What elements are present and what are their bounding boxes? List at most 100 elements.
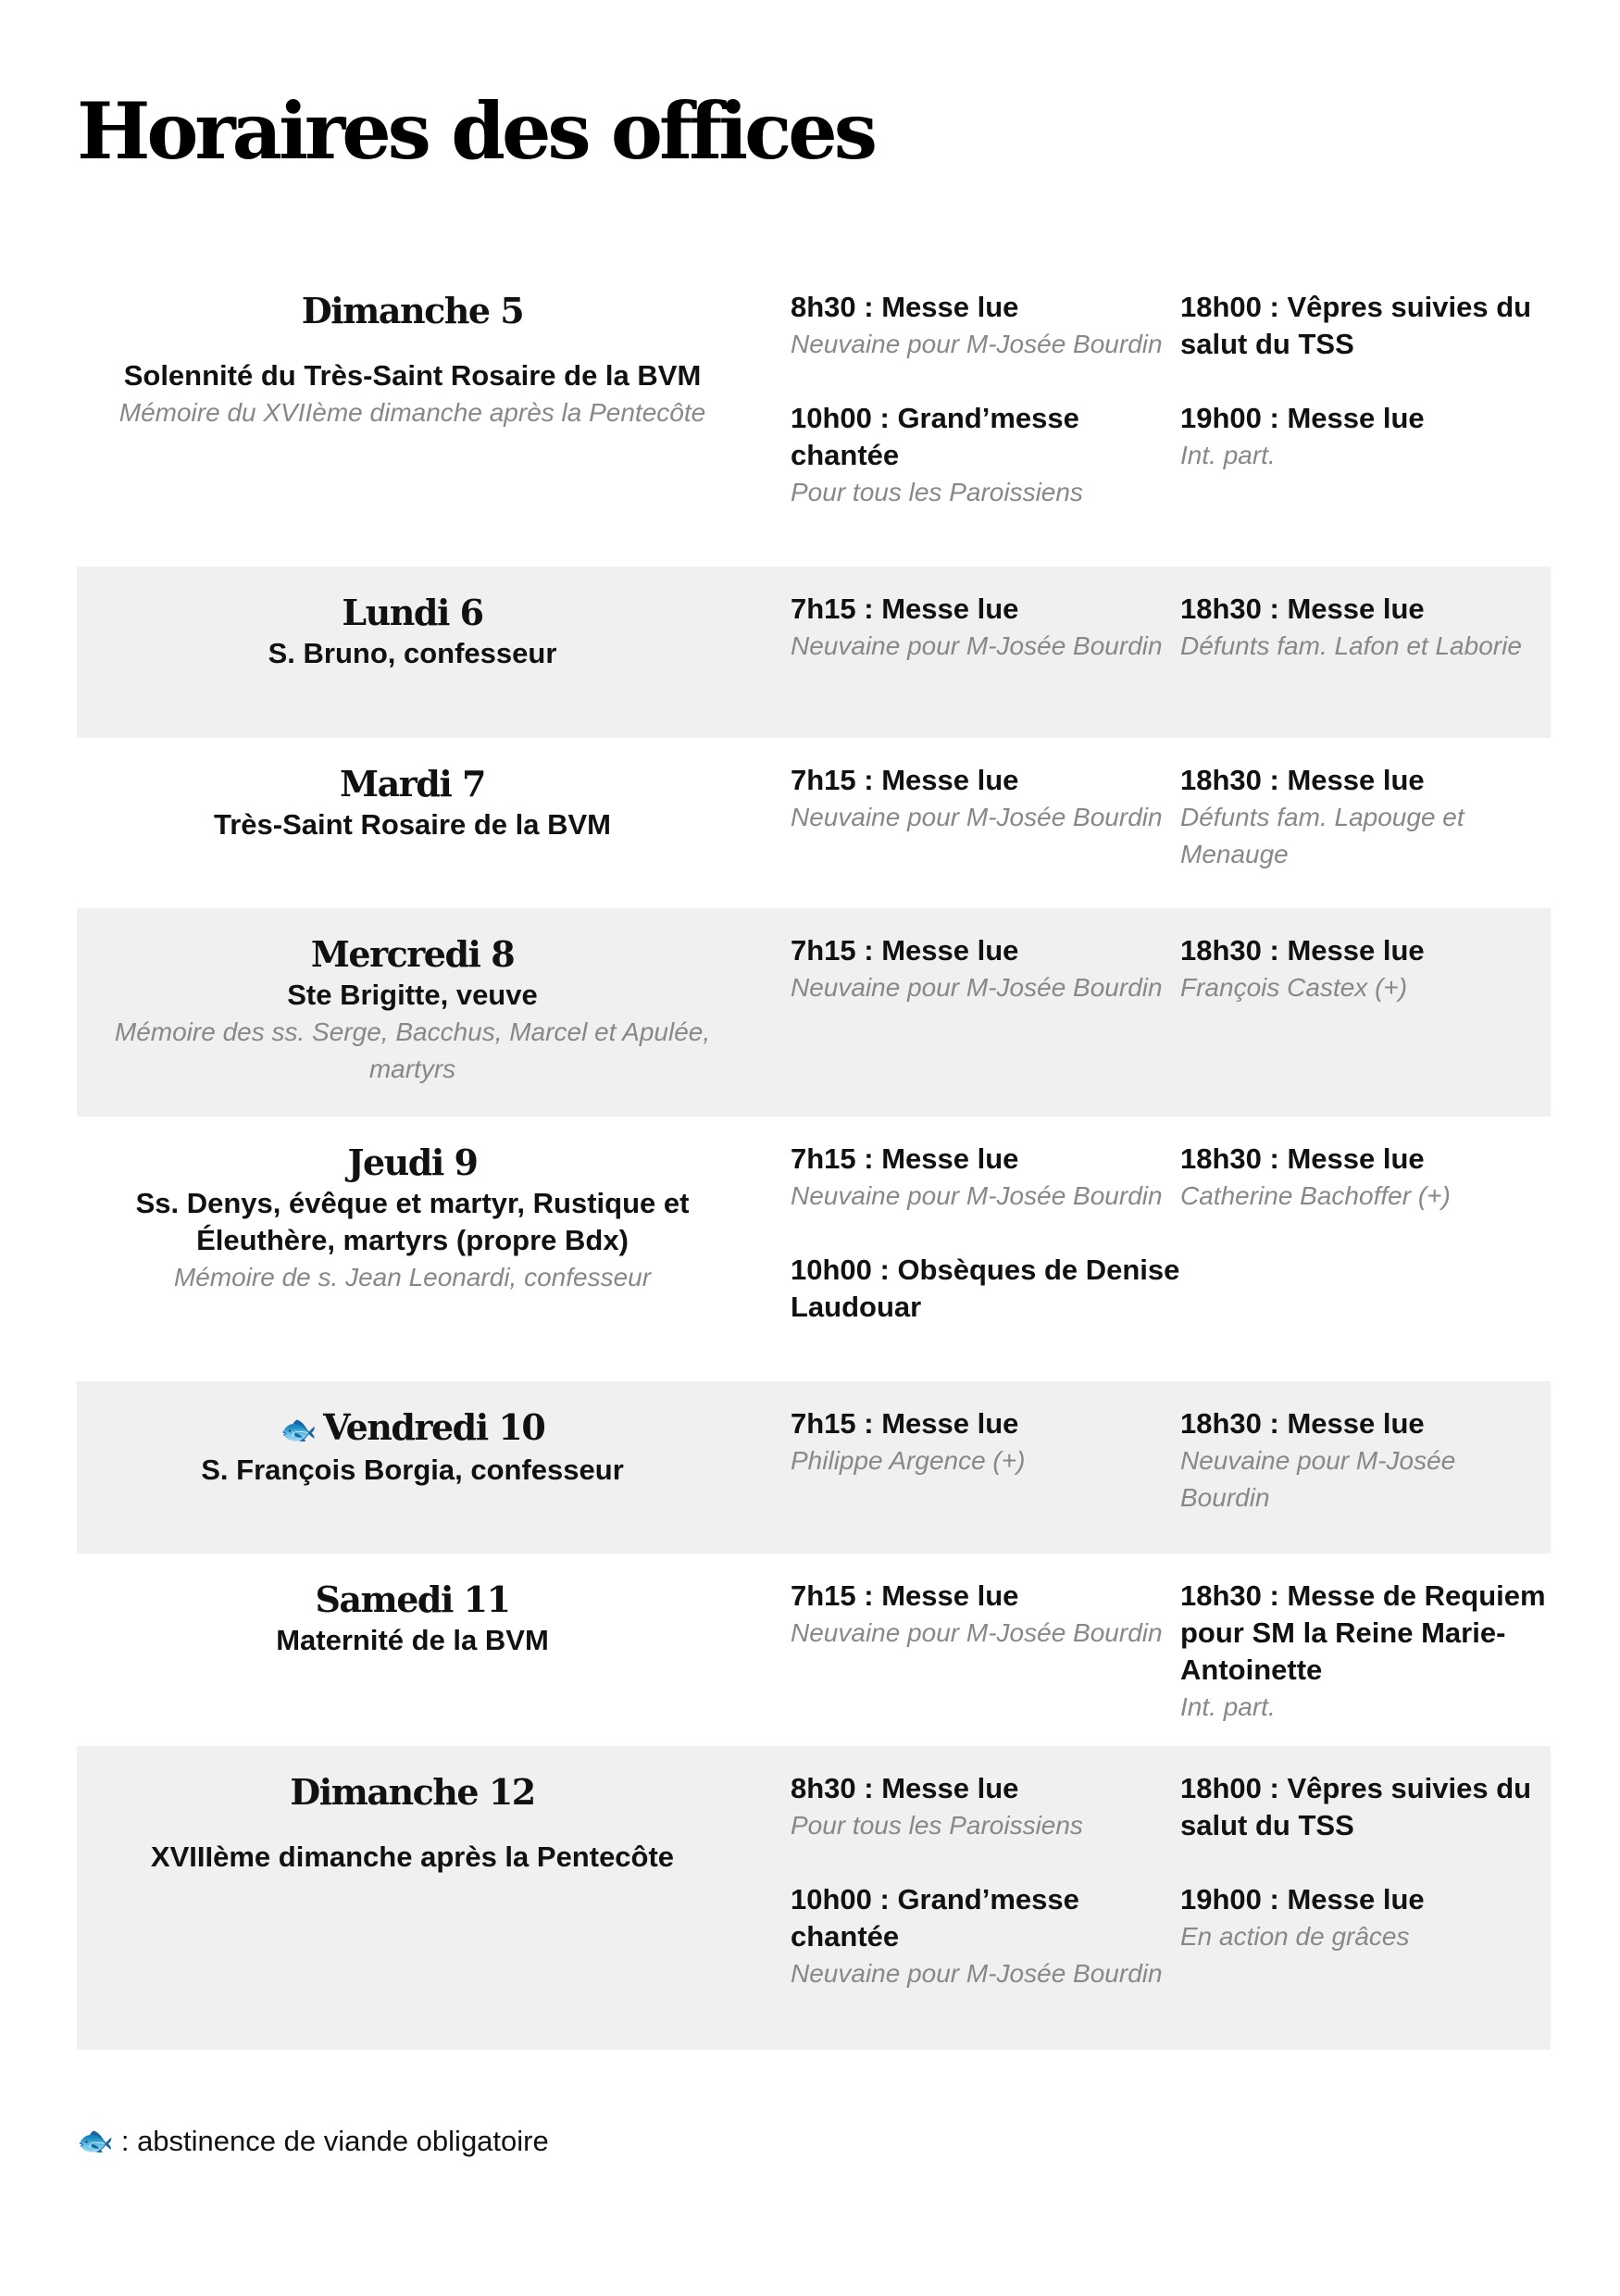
- service-title: 7h15 : Messe lue: [791, 1579, 1019, 1612]
- day-heading: Samedi 11: [77, 1578, 748, 1622]
- service: 8h30 : Messe lue Neuvaine pour M-Josée Bo…: [791, 289, 1180, 363]
- day-name: Dimanche 12: [290, 1771, 536, 1813]
- services-column: 18h00 : Vêpres suivies du salut du TSS 19…: [1180, 1770, 1551, 2050]
- service-title: 10h00 : Grand’messe chantée: [791, 1883, 1079, 1953]
- day-heading: Dimanche 5: [77, 289, 748, 333]
- service-title: 19h00 : Messe lue: [1180, 1883, 1425, 1915]
- services-column: 8h30 : Messe lue Neuvaine pour M-Josée Bo…: [791, 289, 1180, 567]
- day-cell: 🐟 Vendredi 10 S. François Borgia, confesse…: [77, 1405, 748, 1554]
- service: 19h00 : Messe lue En action de grâces: [1180, 1881, 1551, 1955]
- service: 10h00 : Obsèques de Denise Laudouar: [791, 1252, 1180, 1326]
- feast-name: Ste Brigitte, veuve: [287, 979, 538, 1011]
- service-title: 18h30 : Messe lue: [1180, 934, 1425, 967]
- service-intention: Neuvaine pour M-Josée Bourdin: [791, 631, 1163, 660]
- day-name: Mardi 7: [340, 763, 486, 805]
- service-title: 18h00 : Vêpres suivies du salut du TSS: [1180, 291, 1532, 360]
- services-column: 18h30 : Messe de Requiem pour SM la Rein…: [1180, 1578, 1551, 1746]
- page-title: Horaires des offices: [77, 85, 878, 177]
- feast-name: Ss. Denys, évêque et martyr, Rustique et…: [135, 1187, 690, 1256]
- service-title: 18h30 : Messe lue: [1180, 764, 1425, 796]
- service-intention: Catherine Bachoffer (+): [1180, 1181, 1451, 1210]
- service-intention: Neuvaine pour M-Josée Bourdin: [791, 803, 1163, 831]
- services-column: 7h15 : Messe lue Neuvaine pour M-Josée Bo…: [791, 762, 1180, 908]
- service: 7h15 : Messe lue Neuvaine pour M-Josée Bo…: [791, 932, 1180, 1006]
- day-name: Samedi 11: [315, 1578, 511, 1620]
- service-title: 7h15 : Messe lue: [791, 934, 1019, 967]
- services-column: 7h15 : Messe lue Neuvaine pour M-Josée Bo…: [791, 591, 1180, 738]
- service-intention: Int. part.: [1180, 1692, 1276, 1721]
- service-title: 18h30 : Messe de Requiem pour SM la Rein…: [1180, 1579, 1546, 1686]
- service-intention: Neuvaine pour M-Josée Bourdin: [791, 973, 1163, 1002]
- services-column: 18h30 : Messe lue Défunts fam. Lafon et L…: [1180, 591, 1551, 738]
- service-title: 8h30 : Messe lue: [791, 291, 1019, 323]
- day-cell: Mercredi 8 Ste Brigitte, veuve Mémoire des…: [77, 932, 748, 1117]
- services-column: 18h00 : Vêpres suivies du salut du TSS 19…: [1180, 289, 1551, 567]
- services-column: 7h15 : Messe lue Neuvaine pour M-Josée Bo…: [791, 1578, 1180, 1746]
- service: 18h00 : Vêpres suivies du salut du TSS: [1180, 289, 1551, 363]
- day-heading: 🐟 Vendredi 10: [77, 1405, 748, 1452]
- service-intention: Neuvaine pour M-Josée Bourdin: [791, 330, 1163, 358]
- service-intention: Neuvaine pour M-Josée Bourdin: [791, 1959, 1163, 1988]
- day-row: Lundi 6 S. Bruno, confesseur 7h15 : Messe …: [77, 567, 1551, 738]
- fish-icon: 🐟: [77, 2124, 114, 2157]
- day-row: Jeudi 9 Ss. Denys, évêque et martyr, Rust…: [77, 1117, 1551, 1381]
- day-cell: Lundi 6 S. Bruno, confesseur: [77, 591, 748, 738]
- day-name: Dimanche 5: [301, 290, 525, 331]
- footer-legend: 🐟: abstinence de viande obligatoire: [77, 2120, 549, 2162]
- service-intention: Pour tous les Paroissiens: [791, 1811, 1083, 1840]
- service: 18h30 : Messe de Requiem pour SM la Rein…: [1180, 1578, 1551, 1726]
- service-intention: Neuvaine pour M-Josée Bourdin: [791, 1618, 1163, 1647]
- service-title: 18h30 : Messe lue: [1180, 1142, 1425, 1175]
- day-heading: Dimanche 12: [77, 1770, 748, 1815]
- service-title: 7h15 : Messe lue: [791, 593, 1019, 625]
- service: 18h30 : Messe lue Défunts fam. Lafon et L…: [1180, 591, 1551, 665]
- service: 7h15 : Messe lue Neuvaine pour M-Josée Bo…: [791, 591, 1180, 665]
- service: 19h00 : Messe lue Int. part.: [1180, 400, 1551, 474]
- services-column: 18h30 : Messe lue Neuvaine pour M-Josée B…: [1180, 1405, 1551, 1554]
- fish-icon: 🐟: [280, 1412, 318, 1447]
- day-heading: Jeudi 9: [77, 1141, 748, 1185]
- service: 18h30 : Messe lue Neuvaine pour M-Josée B…: [1180, 1405, 1551, 1516]
- day-cell: Mardi 7 Très-Saint Rosaire de la BVM: [77, 762, 748, 908]
- day-row: Dimanche 12 XVIIIème dimanche après la Pe…: [77, 1746, 1551, 2050]
- day-name: Jeudi 9: [347, 1142, 479, 1183]
- services-column: 18h30 : Messe lue François Castex (+): [1180, 932, 1551, 1117]
- services-column: 18h30 : Messe lue Défunts fam. Lapouge et…: [1180, 762, 1551, 908]
- feast-name: S. Bruno, confesseur: [268, 637, 557, 669]
- day-name: Mercredi 8: [310, 933, 516, 975]
- services-column: 7h15 : Messe lue Neuvaine pour M-Josée Bo…: [791, 1141, 1180, 1381]
- service: 8h30 : Messe lue Pour tous les Paroissien…: [791, 1770, 1180, 1844]
- services-column: 7h15 : Messe lue Neuvaine pour M-Josée Bo…: [791, 932, 1180, 1117]
- legend-text: : abstinence de viande obligatoire: [120, 2125, 549, 2157]
- day-heading: Mardi 7: [77, 762, 748, 806]
- service-intention: Neuvaine pour M-Josée Bourdin: [1180, 1446, 1456, 1512]
- service-intention: Philippe Argence (+): [791, 1446, 1026, 1475]
- service-intention: Neuvaine pour M-Josée Bourdin: [791, 1181, 1163, 1210]
- service: 18h30 : Messe lue Catherine Bachoffer (+): [1180, 1141, 1551, 1215]
- service-title: 10h00 : Grand’messe chantée: [791, 402, 1079, 471]
- service-title: 18h30 : Messe lue: [1180, 593, 1425, 625]
- service-title: 10h00 : Obsèques de Denise Laudouar: [791, 1254, 1180, 1323]
- service: 7h15 : Messe lue Philippe Argence (+): [791, 1405, 1180, 1479]
- memorial: Mémoire des ss. Serge, Bacchus, Marcel e…: [114, 1017, 711, 1083]
- service: 7h15 : Messe lue Neuvaine pour M-Josée Bo…: [791, 1141, 1180, 1215]
- day-cell: Jeudi 9 Ss. Denys, évêque et martyr, Rust…: [77, 1141, 748, 1381]
- services-column: 18h30 : Messe lue Catherine Bachoffer (+): [1180, 1141, 1551, 1381]
- service-intention: Défunts fam. Lafon et Laborie: [1180, 631, 1522, 660]
- day-cell: Dimanche 12 XVIIIème dimanche après la Pe…: [77, 1770, 748, 2050]
- feast-name: Solennité du Très-Saint Rosaire de la BV…: [123, 359, 702, 392]
- services-column: 8h30 : Messe lue Pour tous les Paroissien…: [791, 1770, 1180, 2050]
- day-name: Lundi 6: [342, 592, 484, 633]
- service-title: 18h30 : Messe lue: [1180, 1407, 1425, 1440]
- feast-name: Très-Saint Rosaire de la BVM: [214, 808, 611, 841]
- service: 18h00 : Vêpres suivies du salut du TSS: [1180, 1770, 1551, 1844]
- service: 7h15 : Messe lue Neuvaine pour M-Josée Bo…: [791, 1578, 1180, 1652]
- day-row: 🐟 Vendredi 10 S. François Borgia, confesse…: [77, 1381, 1551, 1554]
- service-title: 7h15 : Messe lue: [791, 1407, 1019, 1440]
- service-intention: Pour tous les Paroissiens: [791, 478, 1083, 506]
- day-heading: Mercredi 8: [77, 932, 748, 977]
- feast-name: Maternité de la BVM: [276, 1624, 549, 1656]
- service: 10h00 : Grand’messe chantée Pour tous les…: [791, 400, 1180, 511]
- service-intention: En action de grâces: [1180, 1922, 1410, 1951]
- service-title: 7h15 : Messe lue: [791, 764, 1019, 796]
